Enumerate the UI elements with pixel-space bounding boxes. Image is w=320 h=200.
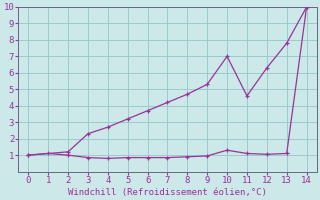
X-axis label: Windchill (Refroidissement éolien,°C): Windchill (Refroidissement éolien,°C) (68, 188, 267, 197)
